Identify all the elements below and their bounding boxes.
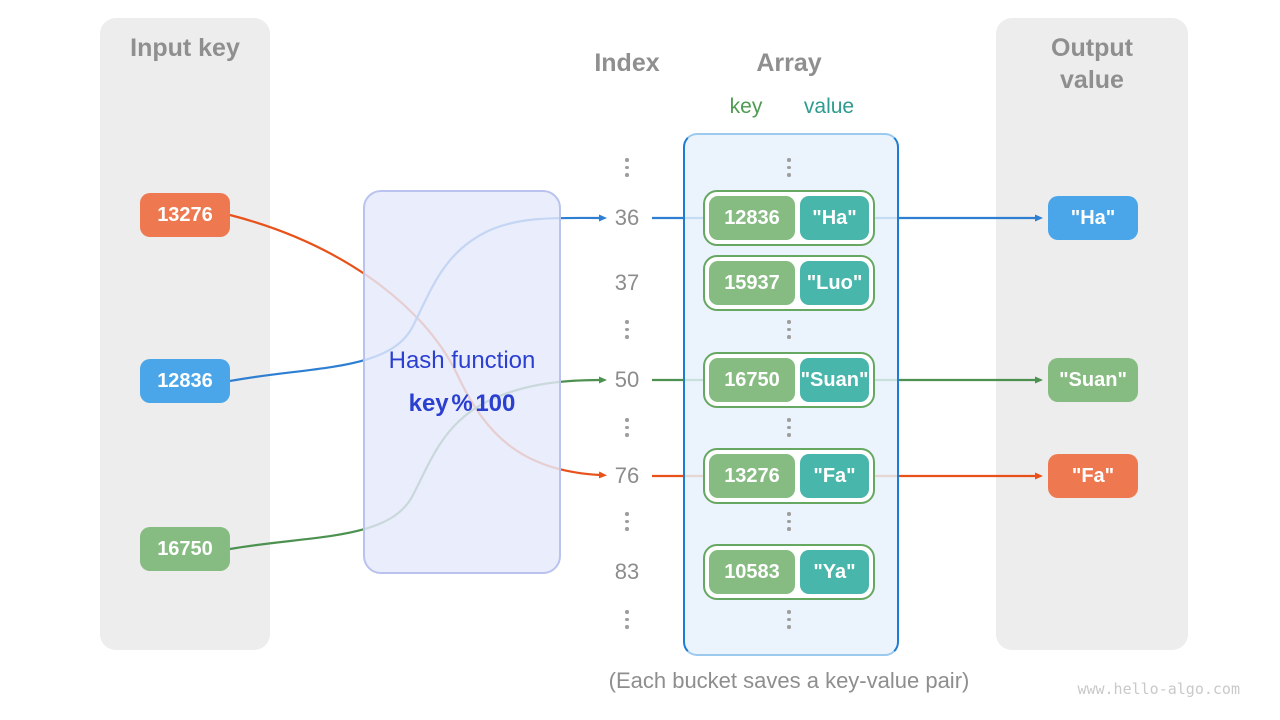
index-column-title: Index <box>594 49 660 77</box>
output-value-Suan: "Suan" <box>1048 358 1138 402</box>
array-ellipsis <box>787 512 791 531</box>
bucket-value: "Ya" <box>800 550 869 594</box>
index-ellipsis <box>625 512 629 531</box>
bucket-value: "Fa" <box>800 454 869 498</box>
bucket-key: 13276 <box>709 454 795 498</box>
bucket-row-76: 13276 "Fa" <box>703 448 875 504</box>
array-panel-title: Array <box>756 49 822 77</box>
array-ellipsis <box>787 158 791 177</box>
bucket-key: 16750 <box>709 358 795 402</box>
output-panel-title: Output value <box>1051 34 1133 94</box>
array-ellipsis <box>787 320 791 339</box>
site-watermark: www.hello-algo.com <box>1077 680 1240 698</box>
index-ellipsis <box>625 320 629 339</box>
array-ellipsis <box>787 418 791 437</box>
index-37: 37 <box>614 270 640 295</box>
output-value-Ha: "Ha" <box>1048 196 1138 240</box>
index-50: 50 <box>614 367 640 392</box>
bucket-row-37: 15937 "Luo" <box>703 255 875 311</box>
output-value-Fa: "Fa" <box>1048 454 1138 498</box>
bucket-row-50: 16750 "Suan" <box>703 352 875 408</box>
bucket-key: 15937 <box>709 261 795 305</box>
array-ellipsis <box>787 610 791 629</box>
bucket-key: 12836 <box>709 196 795 240</box>
array-value-header: value <box>803 95 855 118</box>
bucket-value: "Luo" <box>800 261 869 305</box>
bucket-row-83: 10583 "Ya" <box>703 544 875 600</box>
index-83: 83 <box>614 559 640 584</box>
diagram-caption: (Each bucket saves a key-value pair) <box>608 668 970 693</box>
output-value-panel <box>996 18 1188 650</box>
index-ellipsis <box>625 610 629 629</box>
hash-function-formula: key % 100 <box>408 389 516 417</box>
hash-function-title: Hash function <box>388 346 536 374</box>
index-36: 36 <box>614 205 640 230</box>
input-key-13276: 13276 <box>140 193 230 237</box>
index-76: 76 <box>614 463 640 488</box>
input-key-16750: 16750 <box>140 527 230 571</box>
input-key-12836: 12836 <box>140 359 230 403</box>
hash-function-box: Hash function key % 100 <box>363 190 561 574</box>
bucket-key: 10583 <box>709 550 795 594</box>
bucket-value: "Suan" <box>800 358 869 402</box>
index-ellipsis <box>625 418 629 437</box>
bucket-row-36: 12836 "Ha" <box>703 190 875 246</box>
input-panel-title: Input key <box>130 34 240 62</box>
bucket-value: "Ha" <box>800 196 869 240</box>
index-ellipsis <box>625 158 629 177</box>
array-key-header: key <box>729 95 763 118</box>
